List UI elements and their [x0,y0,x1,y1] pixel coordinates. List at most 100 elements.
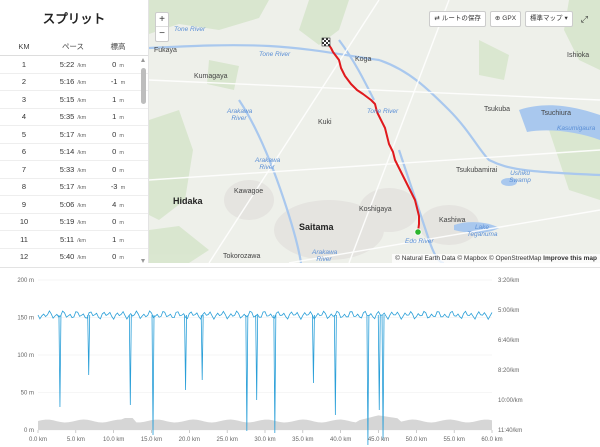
label-arakawa-river-2: Arakawa River [255,157,281,171]
x-tick-label: 30.0 km [254,437,275,443]
label-koga: Koga [355,56,372,63]
x-tick-label: 60.0 km [481,437,502,443]
elevation-unit: m [119,115,124,122]
split-row: 12 5:40 /km 0 m [0,249,148,264]
improve-map-link[interactable]: Improve this map [543,255,597,262]
pace-unit: /km [77,97,87,104]
split-pace: 5:06 /km [48,200,98,209]
label-ushiku-swamp: Ushiku Swamp [509,170,531,184]
pace-spike [366,314,370,446]
y-tick-pace: 8:20/km [498,368,519,374]
pace-spike [381,314,385,441]
split-pace-value: 5:40 [59,252,75,262]
pace-line [37,310,493,321]
label-arakawa-river-3: Arakawa River [312,249,338,263]
label-tsuchiura: Tsuchiura [541,110,571,117]
split-elevation: -1 m [98,77,138,86]
y-tick-pace: 5:00/km [498,308,519,314]
label-ishioka: Ishioka [567,52,590,59]
label-kuki: Kuki [318,119,332,126]
split-elevation: 0 m [98,217,138,226]
label-tsukuba: Tsukuba [484,106,511,113]
fullscreen-button[interactable]: ⤢ [577,11,592,27]
zoom-out-button[interactable]: − [159,28,165,39]
splits-panel: スプリット KM ペース 標高 1 5:22 /km 0 m 2 5:16 /km -1 … [0,0,149,263]
split-elevation-value: 1 [112,112,117,122]
label-hidaka: Hidaka [173,196,203,206]
pace-unit: /km [77,220,87,227]
split-km: 12 [19,252,29,262]
split-pace: 5:40 /km [48,252,98,261]
scroll-thumb[interactable] [141,68,146,104]
route-icon: ⇄ [434,15,440,22]
split-elevation: 1 m [98,235,138,244]
elevation-unit: m [119,150,124,157]
split-pace-value: 5:33 [59,164,75,174]
route-map[interactable]: Fukaya Kumagaya Koga Ishioka Tsukuba Tsu… [149,0,600,263]
y-tick-pace: 10:00/km [498,398,523,404]
split-pace: 5:17 /km [48,130,98,139]
split-elevation: 0 m [98,130,138,139]
split-pace-value: 5:22 [59,59,75,69]
split-pace-value: 5:06 [59,199,75,209]
elevation-unit: m [120,185,126,192]
fullscreen-icon: ⤢ [580,14,588,24]
pace-unit: /km [77,167,87,174]
split-km: 9 [21,199,27,209]
split-km: 2 [21,77,27,87]
pace-unit: /km [77,255,87,262]
pace-spike [377,314,381,411]
split-pace: 5:17 /km [48,182,98,191]
split-pace-value: 5:35 [59,112,75,122]
scroll-up-arrow-icon[interactable] [141,58,145,62]
x-tick-label: 25.0 km [216,437,237,443]
split-km: 10 [19,217,29,227]
scroll-down-arrow-icon[interactable] [141,259,145,263]
elevation-unit: m [119,237,124,244]
label-saitama: Saitama [299,222,334,232]
pace-spike [200,314,204,381]
label-koshigaya: Koshigaya [359,206,392,213]
split-elevation-value: 0 [112,129,117,139]
split-elevation-value: 0 [112,147,117,157]
splits-title: スプリット [42,12,106,26]
split-row: 8 5:17 /km -3 m [0,179,148,196]
splits-scrollbar[interactable] [141,58,146,263]
x-tick-label: 40.0 km [330,437,351,443]
split-pace: 5:14 /km [48,147,98,156]
split-pace-value: 5:14 [59,147,75,157]
split-elevation: -3 m [98,182,138,191]
label-fukaya: Fukaya [154,47,177,54]
split-km: 6 [21,147,27,157]
pace-spike [273,314,277,434]
pace-unit: /km [77,132,87,139]
split-km: 5 [21,129,27,139]
y-tick-pace: 11:40/km [498,428,522,434]
split-elevation: 1 m [98,95,138,104]
x-tick-label: 15.0 km [141,437,162,443]
label-kumagaya: Kumagaya [194,73,228,80]
gpx-button[interactable]: ⊕ GPX [489,11,522,27]
y-tick-elevation: 100 m [17,353,34,359]
zoom-in-button[interactable]: + [156,13,168,27]
split-elevation-value: -3 [110,182,118,192]
split-pace-value: 5:17 [59,129,75,139]
elevation-unit: m [119,132,124,139]
header-elevation: 標高 [110,42,126,51]
x-tick-label: 0.0 km [29,437,47,443]
pace-unit: /km [77,185,87,192]
split-elevation-value: 4 [112,199,117,209]
split-pace-value: 5:15 [59,94,75,104]
save-route-button[interactable]: ⇄ ルートの保存 [429,11,486,27]
pace-spike [128,314,132,406]
split-row: 1 5:22 /km 0 m [0,56,148,74]
elevation-pace-chart[interactable]: 200 m 150 m 100 m 50 m 0 m 3:20/km 5:00/km 6:40… [0,267,600,447]
split-elevation: 4 m [98,200,138,209]
header-pace: ペース [61,42,85,51]
x-tick-label: 20.0 km [179,437,200,443]
split-elevation-value: 0 [112,217,117,227]
split-elevation-value: 0 [112,252,117,262]
map-type-select[interactable]: 標準マップ ▾ [525,11,573,27]
split-elevation-value: 1 [112,94,117,104]
